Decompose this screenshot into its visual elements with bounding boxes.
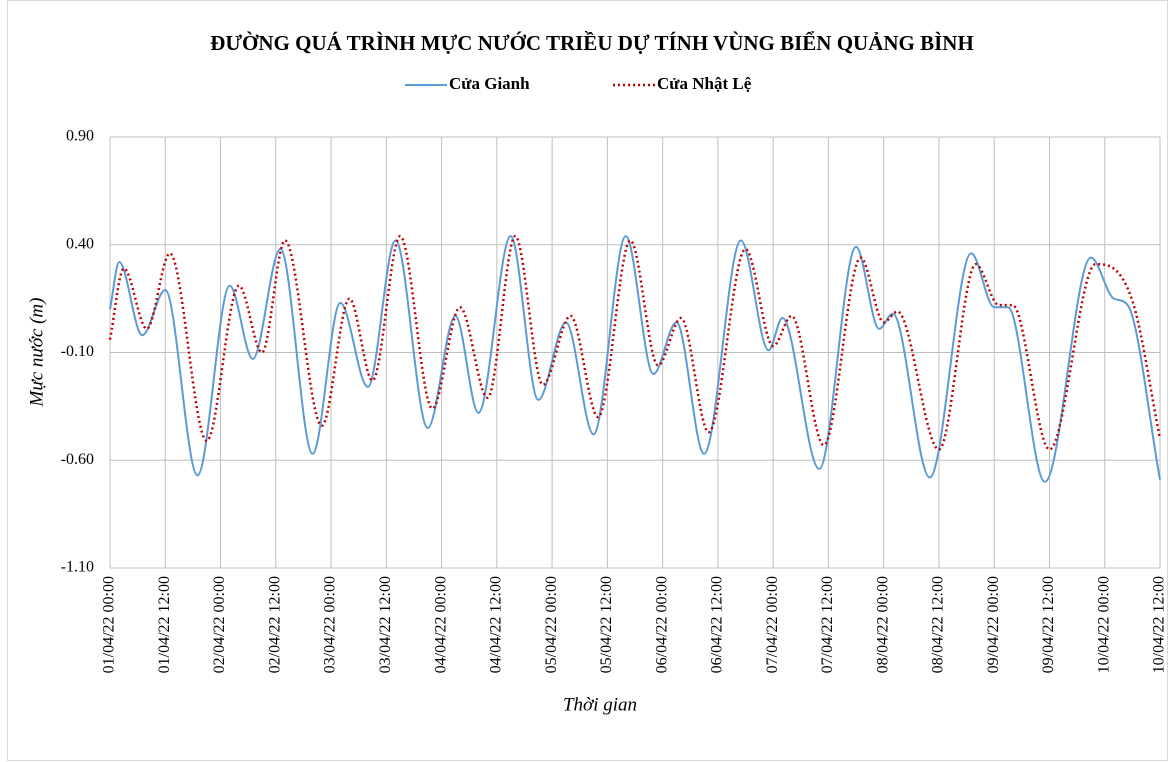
y-tick-label: -0.60 [61,451,94,468]
legend-label: Cửa Gianh [449,74,530,93]
series-line [108,234,1162,451]
y-tick-label: -0.10 [61,343,94,360]
chart-title: ĐƯỜNG QUÁ TRÌNH MỰC NƯỚC TRIỀU DỰ TÍNH V… [210,31,974,55]
x-tick-label: 04/04/22 00:00 [432,576,449,673]
y-tick-label: 0.40 [66,235,94,252]
y-axis-title: Mực nước (m) [26,298,47,408]
legend-label: Cửa Nhật Lệ [657,74,752,93]
x-tick-label: 02/04/22 12:00 [266,576,283,673]
x-tick-label: 08/04/22 00:00 [874,576,891,673]
x-tick-label: 04/04/22 12:00 [488,576,505,673]
plot-lines [108,234,1162,483]
x-tick-label: 09/04/22 12:00 [1040,576,1057,673]
series-line [109,235,1161,483]
x-tick-label: 03/04/22 12:00 [377,576,394,673]
x-tick-label: 07/04/22 12:00 [819,576,836,673]
x-tick-label: 06/04/22 00:00 [653,576,670,673]
x-tick-label: 10/04/22 00:00 [1095,576,1112,673]
x-axis-title: Thời gian [563,694,637,715]
x-tick-label: 10/04/22 12:00 [1151,576,1168,673]
x-tick-label: 05/04/22 00:00 [543,576,560,673]
legend: Cửa Gianh Cửa Nhật Lệ [405,74,752,93]
x-tick-label: 02/04/22 00:00 [211,576,228,673]
x-tick-label: 07/04/22 00:00 [764,576,781,673]
x-tick-label: 01/04/22 12:00 [156,576,173,673]
x-tick-label: 01/04/22 00:00 [101,576,118,673]
x-tick-label: 05/04/22 12:00 [598,576,615,673]
grid: 0.90 0.40 -0.10 -0.60 -1.10 01/04/22 00:00 01/… [61,128,1168,674]
y-tick-label: -1.10 [61,559,94,576]
y-tick-label: 0.90 [66,128,94,145]
x-tick-label: 03/04/22 00:00 [322,576,339,673]
x-tick-label: 06/04/22 12:00 [709,576,726,673]
x-tick-label: 09/04/22 00:00 [985,576,1002,673]
x-tick-label: 08/04/22 12:00 [930,576,947,673]
